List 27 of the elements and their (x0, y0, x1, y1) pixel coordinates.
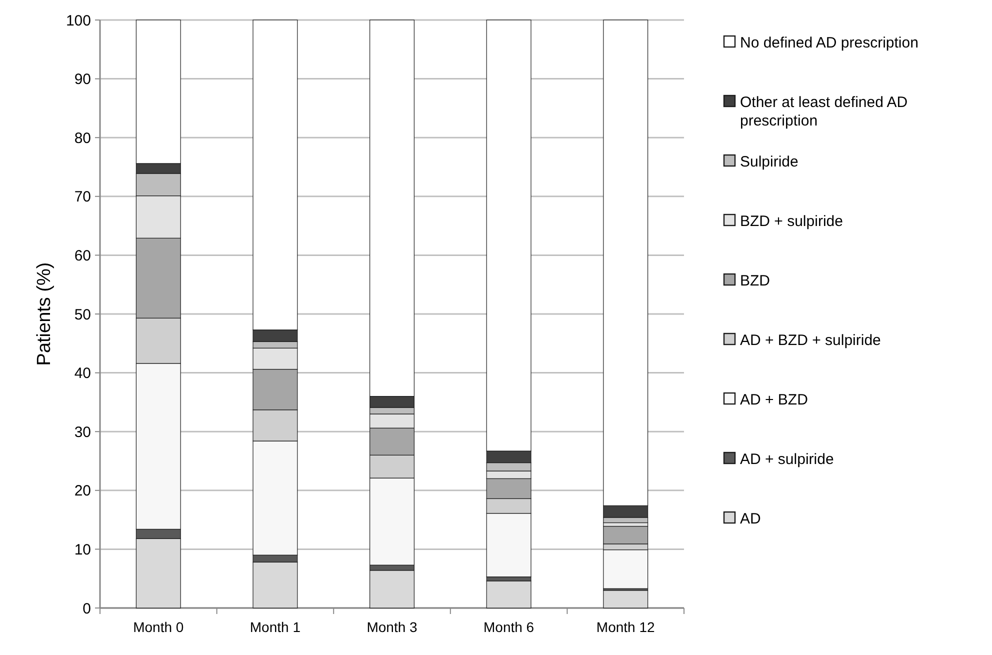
legend-label: AD + sulpiride (740, 450, 834, 468)
legend-label: AD (740, 510, 762, 528)
legend-label: BZD + sulpiride (740, 212, 843, 230)
legend-label: AD + BZD + sulpiride (740, 332, 881, 349)
legend-label: BZD (740, 272, 770, 290)
y-tick-label: 50 (74, 306, 91, 324)
x-tick-label: Month 1 (250, 619, 301, 635)
y-tick-label: 10 (74, 541, 91, 558)
legend-label: AD + BZD (740, 391, 808, 408)
y-tick-label: 80 (74, 130, 91, 147)
legend-label: Sulpiride (740, 153, 798, 170)
y-tick-label: 90 (74, 71, 91, 88)
y-tick-label: 20 (74, 482, 91, 500)
y-tick-label: 100 (66, 12, 91, 30)
x-tick-label: Month 3 (366, 619, 418, 635)
y-tick-label: 60 (74, 247, 91, 264)
x-tick-label: Month 0 (133, 619, 184, 635)
y-tick-label: 40 (74, 365, 91, 382)
legend-label: No defined AD prescription (740, 34, 918, 52)
legend-label: Other at least defined AD prescription (740, 94, 908, 130)
y-tick-label: 30 (74, 424, 91, 441)
y-axis-title: Patients (%) (34, 262, 55, 366)
x-tick-label: Month 6 (484, 619, 534, 635)
y-tick-label: 70 (74, 188, 91, 206)
y-tick-label: 0 (82, 600, 91, 618)
x-tick-label: Month 12 (596, 619, 655, 635)
bar (486, 580, 532, 608)
